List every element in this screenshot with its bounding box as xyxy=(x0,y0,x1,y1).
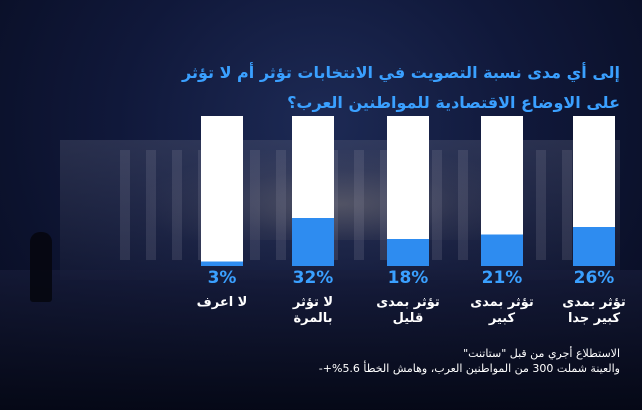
bar-fill xyxy=(573,227,615,266)
bar-fill xyxy=(481,234,523,266)
person-silhouette xyxy=(30,232,52,302)
bar-value-label: 26% xyxy=(573,268,615,288)
bar-category-label: لا اعرف xyxy=(196,295,248,310)
bar-value-label: 18% xyxy=(387,268,429,288)
bar-value-label: 21% xyxy=(481,268,523,288)
bar-category-label: تؤثر بمدى كبير xyxy=(470,295,534,326)
bar-value-label: 3% xyxy=(207,268,237,288)
survey-note-line-2: والعينة شملت 300 من المواطنين العرب، وها… xyxy=(318,362,620,375)
ground-area xyxy=(0,270,642,410)
bar-track xyxy=(201,116,243,266)
building-silhouette xyxy=(60,140,620,280)
bar-fill xyxy=(292,218,334,266)
bar-value-label: 32% xyxy=(292,268,334,288)
survey-note: الاستطلاع أجري من قبل "ستاتنت" والعينة ش… xyxy=(200,346,620,376)
bar-fill xyxy=(387,239,429,266)
bar-category-label: تؤثر بمدى قليل xyxy=(376,295,440,326)
survey-note-line-1: الاستطلاع أجري من قبل "ستاتنت" xyxy=(463,347,620,360)
chart-title: إلى أي مدى نسبة التصويت في الانتخابات تؤ… xyxy=(182,63,620,112)
bar-category-label: تؤثر بمدى كبير جدا xyxy=(562,295,626,326)
bar-category-label: لا تؤثر بالمرة xyxy=(292,295,334,326)
bar-fill xyxy=(201,261,243,266)
